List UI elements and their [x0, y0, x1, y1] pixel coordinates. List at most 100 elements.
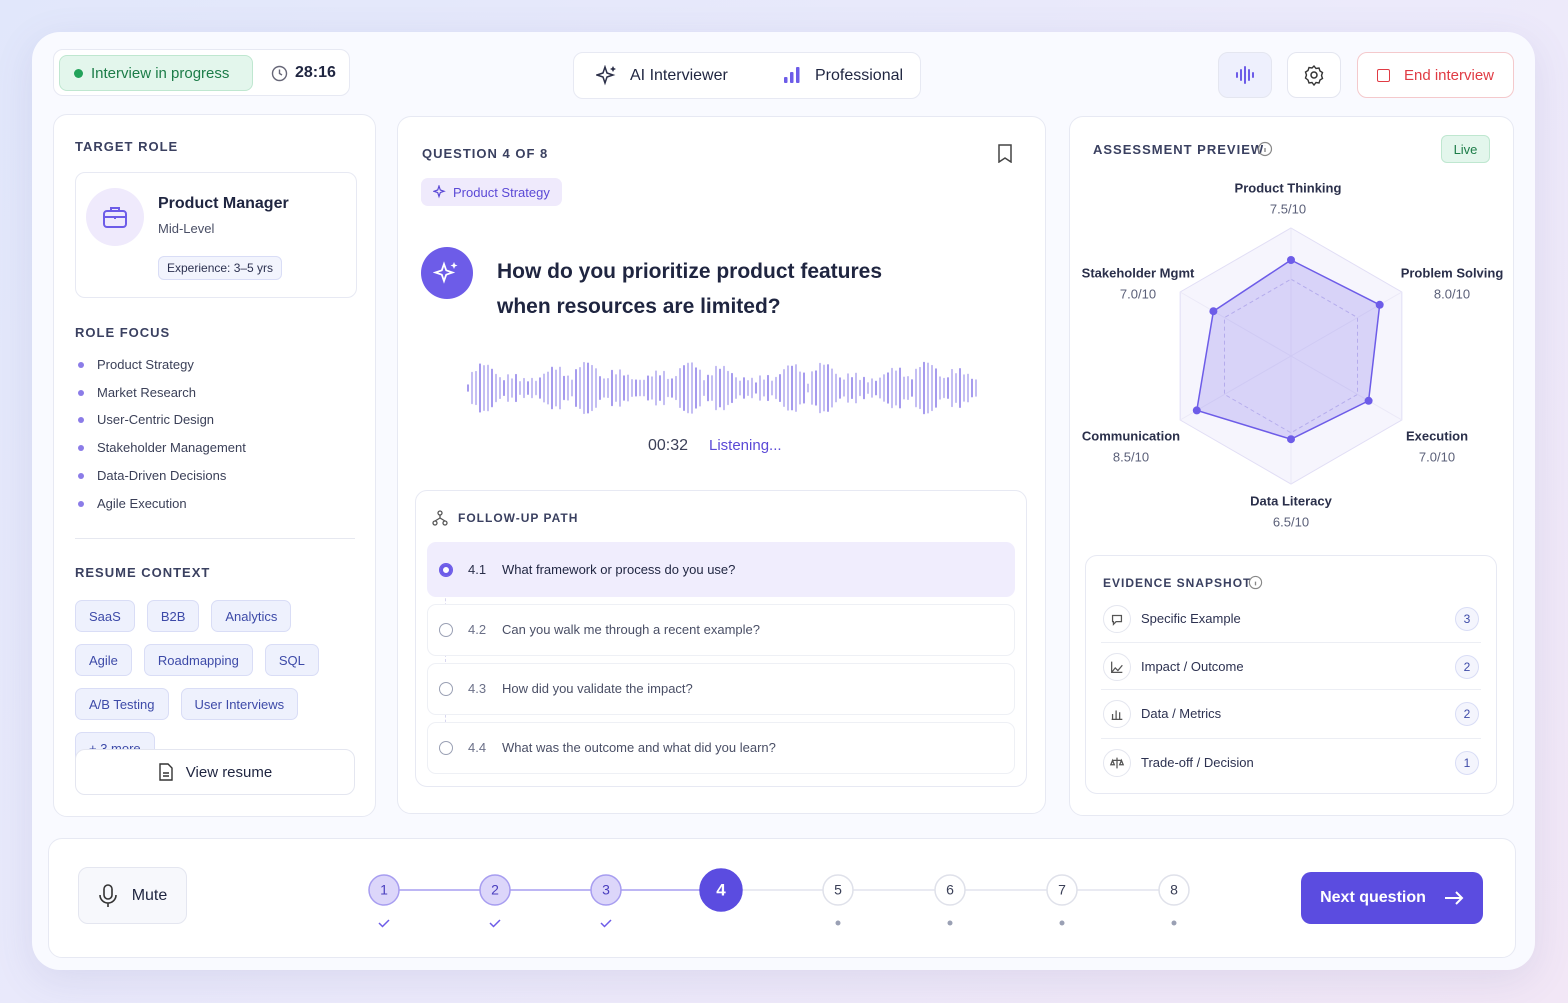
- icon-part: [433, 261, 456, 284]
- live-badge: Live: [1441, 135, 1490, 163]
- icon-part: [1236, 66, 1254, 84]
- radio: [439, 682, 453, 696]
- bullet: [78, 445, 84, 452]
- bookmark-button[interactable]: [997, 144, 1013, 163]
- icon-part: [271, 65, 288, 82]
- item-number: 4.4: [468, 740, 487, 755]
- icon-part: [442, 520, 448, 526]
- end-interview-button[interactable]: End interview: [1357, 52, 1514, 98]
- settings-button[interactable]: [1287, 52, 1341, 98]
- icon-path: [1111, 614, 1123, 626]
- bullet: [78, 389, 84, 396]
- item-number: 4.2: [468, 622, 487, 637]
- divider: [75, 538, 355, 539]
- step-number: 2: [491, 882, 499, 898]
- evidence-panel: [1085, 555, 1497, 794]
- icon-part: [998, 144, 1012, 163]
- item-number: 4.1: [468, 561, 487, 577]
- view-resume-button[interactable]: View resume: [75, 749, 355, 795]
- resume-tag: A/B Testing: [75, 688, 169, 720]
- briefcase-icon: [103, 207, 127, 228]
- bullet: [78, 417, 84, 424]
- icon-part: [1304, 64, 1324, 86]
- audio-button[interactable]: [1218, 52, 1272, 98]
- radar-spoke: [1290, 355, 1403, 421]
- follow-up-item[interactable]: [427, 604, 1015, 656]
- focus-item: Product Strategy: [97, 357, 194, 372]
- view-resume-label: View resume: [185, 763, 273, 781]
- progress-steps: 1 2 3 4 5 6 7 8: [368, 868, 1190, 928]
- listening-status: Listening...: [709, 437, 782, 454]
- icon-part: [1248, 575, 1263, 590]
- arrow-icon: [1444, 891, 1464, 905]
- follow-up-item[interactable]: [427, 542, 1015, 597]
- step-number: 8: [1170, 882, 1178, 898]
- step-circle: [1158, 874, 1190, 906]
- next-question-button[interactable]: Next question: [1301, 872, 1483, 924]
- axis-score: 7.5/10: [1270, 201, 1306, 216]
- step-dot: [1171, 920, 1177, 926]
- step-circle: [934, 874, 966, 906]
- radar-point: [1287, 256, 1295, 264]
- icon: [1111, 661, 1123, 673]
- mute-label: Mute: [131, 886, 168, 904]
- icon-part: [433, 185, 446, 199]
- step-number: 4: [716, 880, 726, 899]
- step-check: [600, 919, 612, 928]
- icon-part: [790, 72, 794, 83]
- radar-point: [1192, 406, 1201, 415]
- end-interview-label: End interview: [1403, 66, 1495, 84]
- ai-avatar: [421, 247, 473, 299]
- icon-part: [278, 69, 283, 76]
- sparkle-icon: [596, 65, 616, 86]
- focus-item: Agile Execution: [97, 495, 187, 511]
- axis-label: Stakeholder Mgmt: [1082, 265, 1195, 280]
- icon-part: [104, 207, 126, 219]
- section-heading: TARGET ROLE: [75, 139, 179, 154]
- step-number: 3: [602, 882, 610, 898]
- radar-point: [1375, 300, 1384, 309]
- icon-part: [596, 65, 616, 86]
- item-text: Can you walk me through a recent example…: [502, 622, 760, 637]
- row-divider: [1101, 642, 1481, 643]
- radio: [439, 623, 453, 637]
- evidence-heading: EVIDENCE SNAPSHOT: [1103, 576, 1252, 590]
- mode-group: [573, 52, 921, 99]
- radar-point: [1287, 435, 1295, 444]
- evidence-icon: [1103, 653, 1131, 681]
- question-counter: QUESTION 4 OF 8: [422, 146, 549, 161]
- radio: [439, 562, 453, 577]
- resume-tag: Roadmapping: [143, 644, 253, 676]
- icon-path: [1109, 757, 1125, 769]
- item-text: What was the outcome and what did you le…: [502, 740, 776, 755]
- status-dot: [74, 69, 83, 78]
- bullet: [78, 500, 84, 507]
- icon-part: [796, 67, 800, 83]
- step-circle: [822, 874, 854, 906]
- ai-icon: [433, 261, 458, 284]
- tag-list: SaaS B2B Analytics Agile Roadmapping SQL A/B T…: [75, 600, 357, 764]
- role-level: Mid-Level: [158, 221, 215, 236]
- step-circle: [479, 874, 511, 906]
- evidence-count: 1: [1455, 751, 1479, 775]
- interviewer-label: AI Interviewer: [630, 67, 728, 84]
- step-check: [378, 919, 390, 928]
- axis-score: 8.5/10: [1113, 449, 1149, 464]
- level-icon: [784, 67, 800, 83]
- mute-button[interactable]: Mute: [78, 867, 187, 924]
- follow-up-item[interactable]: [427, 722, 1015, 774]
- level-label: Professional: [815, 67, 904, 84]
- resume-tag: B2B: [146, 600, 200, 632]
- focus-item: User-Centric Design: [97, 412, 215, 428]
- follow-up-item[interactable]: [427, 663, 1015, 715]
- icon-part: [432, 520, 438, 526]
- focus-item: Stakeholder Management: [97, 440, 246, 456]
- waveform: [467, 361, 977, 415]
- step-dot: [835, 920, 841, 926]
- icon-part: [103, 210, 127, 228]
- bullet: [78, 472, 84, 479]
- icon-path: [1111, 661, 1123, 673]
- item-text: How did you validate the impact?: [502, 681, 693, 696]
- stop-icon: [1376, 68, 1390, 82]
- settings-icon: [1304, 64, 1324, 86]
